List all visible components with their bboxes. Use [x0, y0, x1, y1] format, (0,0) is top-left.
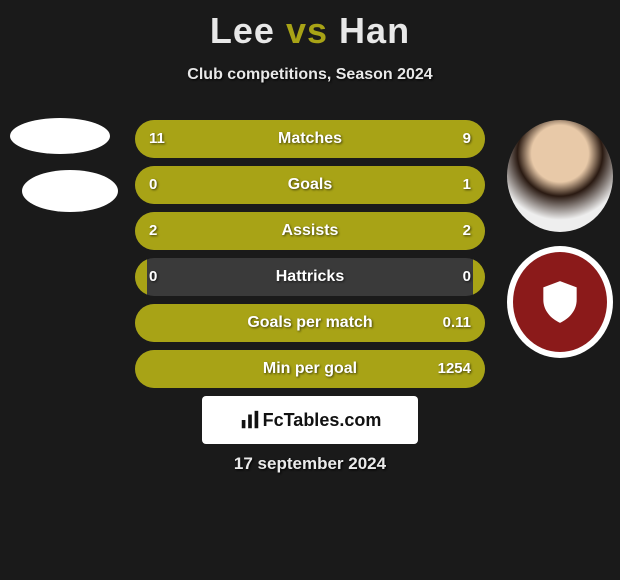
- brand-pill: FcTables.com: [202, 396, 418, 444]
- subtitle: Club competitions, Season 2024: [0, 66, 620, 84]
- stat-label: Min per goal: [135, 350, 485, 388]
- stat-label: Hattricks: [135, 258, 485, 296]
- player2-avatar: [507, 120, 613, 232]
- stat-value-right: 2: [463, 212, 471, 250]
- player1-avatar: [10, 118, 110, 154]
- player2-club-badge: [507, 246, 613, 358]
- title-player1: Lee: [210, 10, 275, 51]
- stat-value-right: 1: [463, 166, 471, 204]
- footer-date: 17 september 2024: [0, 454, 620, 474]
- stat-row: Min per goal1254: [135, 350, 485, 388]
- stat-row: Goals0 1: [135, 166, 485, 204]
- stat-label: Matches: [135, 120, 485, 158]
- shield-icon: [513, 252, 607, 352]
- title-vs: vs: [286, 10, 328, 51]
- title-player2: Han: [339, 10, 410, 51]
- page-title: Lee vs Han: [0, 0, 620, 52]
- stat-value-left: 11: [149, 120, 165, 158]
- comparison-chart: Matches119Goals01Assists22Hattricks00Goa…: [135, 120, 485, 396]
- stat-value-left: 2: [149, 212, 157, 250]
- stat-value-right: 1254: [438, 350, 471, 388]
- stat-value-right: 0.11: [443, 304, 471, 342]
- stat-label: Goals: [135, 166, 485, 204]
- stat-label: Assists: [135, 212, 485, 250]
- stat-row: Matches11 9: [135, 120, 485, 158]
- stat-value-left: 0: [149, 258, 157, 296]
- stat-row: Goals per match0.11: [135, 304, 485, 342]
- stat-value-right: 9: [463, 120, 471, 158]
- stat-value-right: 0: [463, 258, 471, 296]
- stat-row: Hattricks0 0: [135, 258, 485, 296]
- brand-text: FcTables.com: [263, 410, 382, 431]
- stat-label: Goals per match: [135, 304, 485, 342]
- stats-icon: [239, 409, 261, 431]
- stat-row: Assists2 2: [135, 212, 485, 250]
- player1-club-badge: [22, 170, 118, 212]
- stat-value-left: 0: [149, 166, 157, 204]
